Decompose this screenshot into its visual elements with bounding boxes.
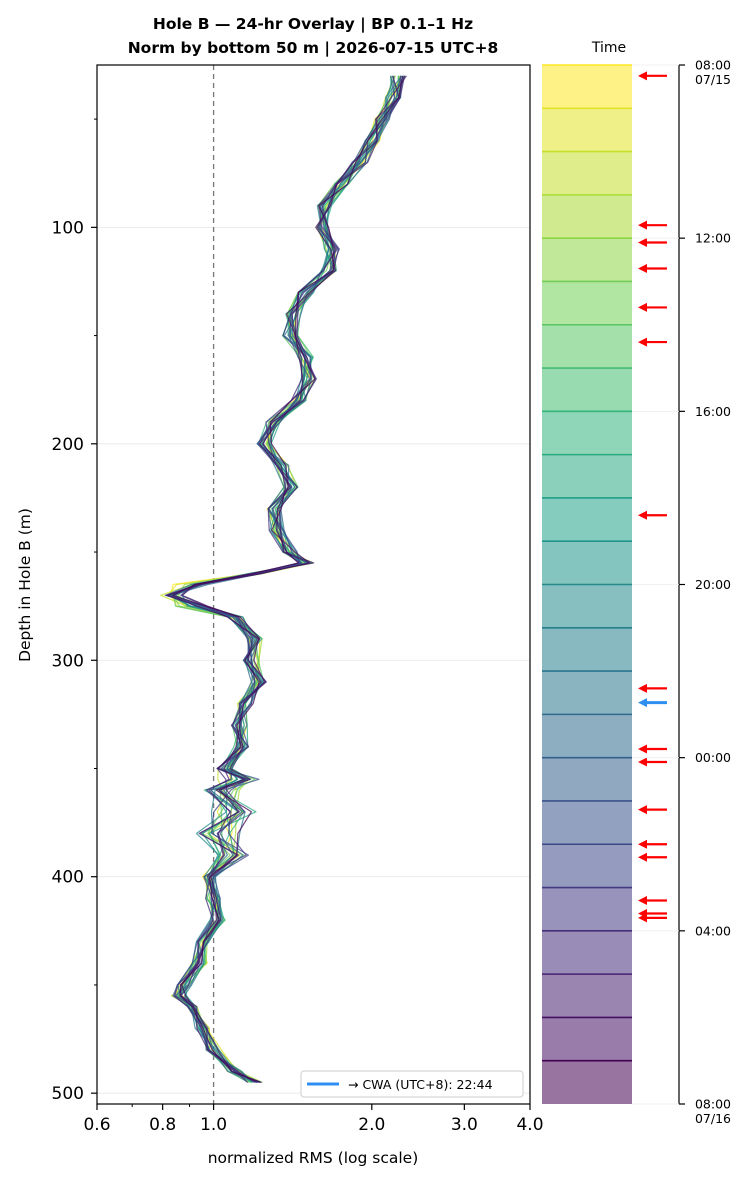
- event-arrow: [638, 337, 667, 347]
- event-arrow: [638, 852, 667, 862]
- colorbar-tick-label: 00:00: [695, 750, 731, 765]
- y-axis-ticks: 100 200 300 400 500: [52, 118, 97, 1104]
- y-tick-label: 100: [52, 218, 84, 238]
- y-tick-label: 400: [52, 868, 84, 888]
- event-arrow: [638, 913, 667, 923]
- colorbar-band: [542, 65, 632, 109]
- colorbar-band: [542, 671, 632, 715]
- event-arrow: [638, 263, 667, 273]
- colorbar-tick-sublabel: 07/15: [695, 72, 731, 87]
- colorbar-band: [542, 238, 632, 282]
- y-tick-label: 300: [52, 651, 84, 671]
- event-arrow: [638, 71, 667, 81]
- x-tick-label: 2.0: [358, 1115, 385, 1135]
- chart-title: Hole B — 24-hr Overlay | BP 0.1–1 Hz: [153, 15, 473, 34]
- x-tick-label: 3.0: [451, 1115, 478, 1135]
- event-arrow: [638, 683, 667, 693]
- event-arrow: [638, 757, 667, 767]
- colorbar-band: [542, 584, 632, 628]
- plot-background: [97, 65, 530, 1104]
- event-arrow: [638, 896, 667, 906]
- rms-trace: [180, 75, 400, 1083]
- colorbar-band: [542, 757, 632, 801]
- colorbar-band: [542, 541, 632, 585]
- x-tick-label: 4.0: [516, 1115, 543, 1135]
- colorbar-band: [542, 974, 632, 1018]
- colorbar-band: [542, 930, 632, 975]
- time-colorbar: Time 08:0007/1512:0016:0020:0000:0004:00…: [542, 40, 731, 1126]
- plot-frame: [96, 64, 531, 1105]
- rms-trace: [172, 75, 404, 1083]
- legend-label-cwa: → CWA (UTC+8): 22:44: [348, 1077, 493, 1092]
- colorbar-band: [542, 194, 632, 239]
- rms-traces: [160, 75, 407, 1083]
- colorbar-band: [542, 497, 632, 542]
- event-arrow: [638, 237, 667, 247]
- colorbar-tick-label: 08:00: [695, 1097, 731, 1112]
- event-arrow: [638, 302, 667, 312]
- cwa-arrow: [638, 698, 667, 708]
- event-arrow: [638, 839, 667, 849]
- rms-trace: [166, 75, 407, 1083]
- colorbar-band: [542, 800, 632, 845]
- colorbar-band: [542, 1060, 632, 1104]
- legend-box: [300, 1070, 524, 1098]
- y-tick-label: 200: [52, 435, 84, 455]
- colorbar-bands: [542, 64, 632, 1104]
- colorbar-tick-label: 08:00: [695, 58, 731, 73]
- colorbar-band: [542, 1017, 632, 1061]
- colorbar-band: [542, 151, 632, 195]
- colorbar-tick-label: 20:00: [695, 577, 731, 592]
- event-arrow: [638, 805, 667, 815]
- colorbar-band: [542, 627, 632, 672]
- y-tick-label: 500: [52, 1084, 84, 1104]
- event-arrow: [638, 510, 667, 520]
- event-arrows: [638, 71, 667, 923]
- colorbar-tick-label: 04:00: [695, 923, 731, 938]
- colorbar-tick-label: 16:00: [695, 404, 731, 419]
- colorbar-tick-label: 12:00: [695, 231, 731, 246]
- colorbar-band: [542, 887, 632, 931]
- colorbar-band: [542, 411, 632, 455]
- event-arrow: [638, 744, 667, 754]
- x-tick-label: 0.6: [83, 1115, 110, 1135]
- colorbar-band: [542, 324, 632, 369]
- colorbar-band: [542, 844, 632, 888]
- colorbar-band: [542, 368, 632, 412]
- x-tick-label: 1.0: [200, 1115, 227, 1135]
- event-arrow: [638, 220, 667, 230]
- colorbar-ticks: 08:0007/1512:0016:0020:0000:0004:0008:00…: [632, 58, 731, 1126]
- colorbar-band: [542, 281, 632, 325]
- x-axis-ticks: 0.6 0.8 1.0 2.0 3.0 4.0: [83, 1104, 544, 1135]
- legend: → CWA (UTC+8): 22:44: [300, 1070, 524, 1098]
- chart-subtitle: Norm by bottom 50 m | 2026-07-15 UTC+8: [128, 39, 499, 58]
- colorbar-tick-sublabel: 07/16: [695, 1111, 731, 1126]
- colorbar-band: [542, 454, 632, 498]
- colorbar-band: [542, 108, 632, 152]
- colorbar-band: [542, 714, 632, 758]
- x-axis-label: normalized RMS (log scale): [208, 1149, 419, 1167]
- colorbar-title: Time: [591, 40, 626, 56]
- plot-area: 0.6 0.8 1.0 2.0 3.0 4.0 100 200 300 400 500: [52, 64, 544, 1135]
- y-axis-label: Depth in Hole B (m): [16, 508, 34, 662]
- x-tick-label: 0.8: [149, 1115, 176, 1135]
